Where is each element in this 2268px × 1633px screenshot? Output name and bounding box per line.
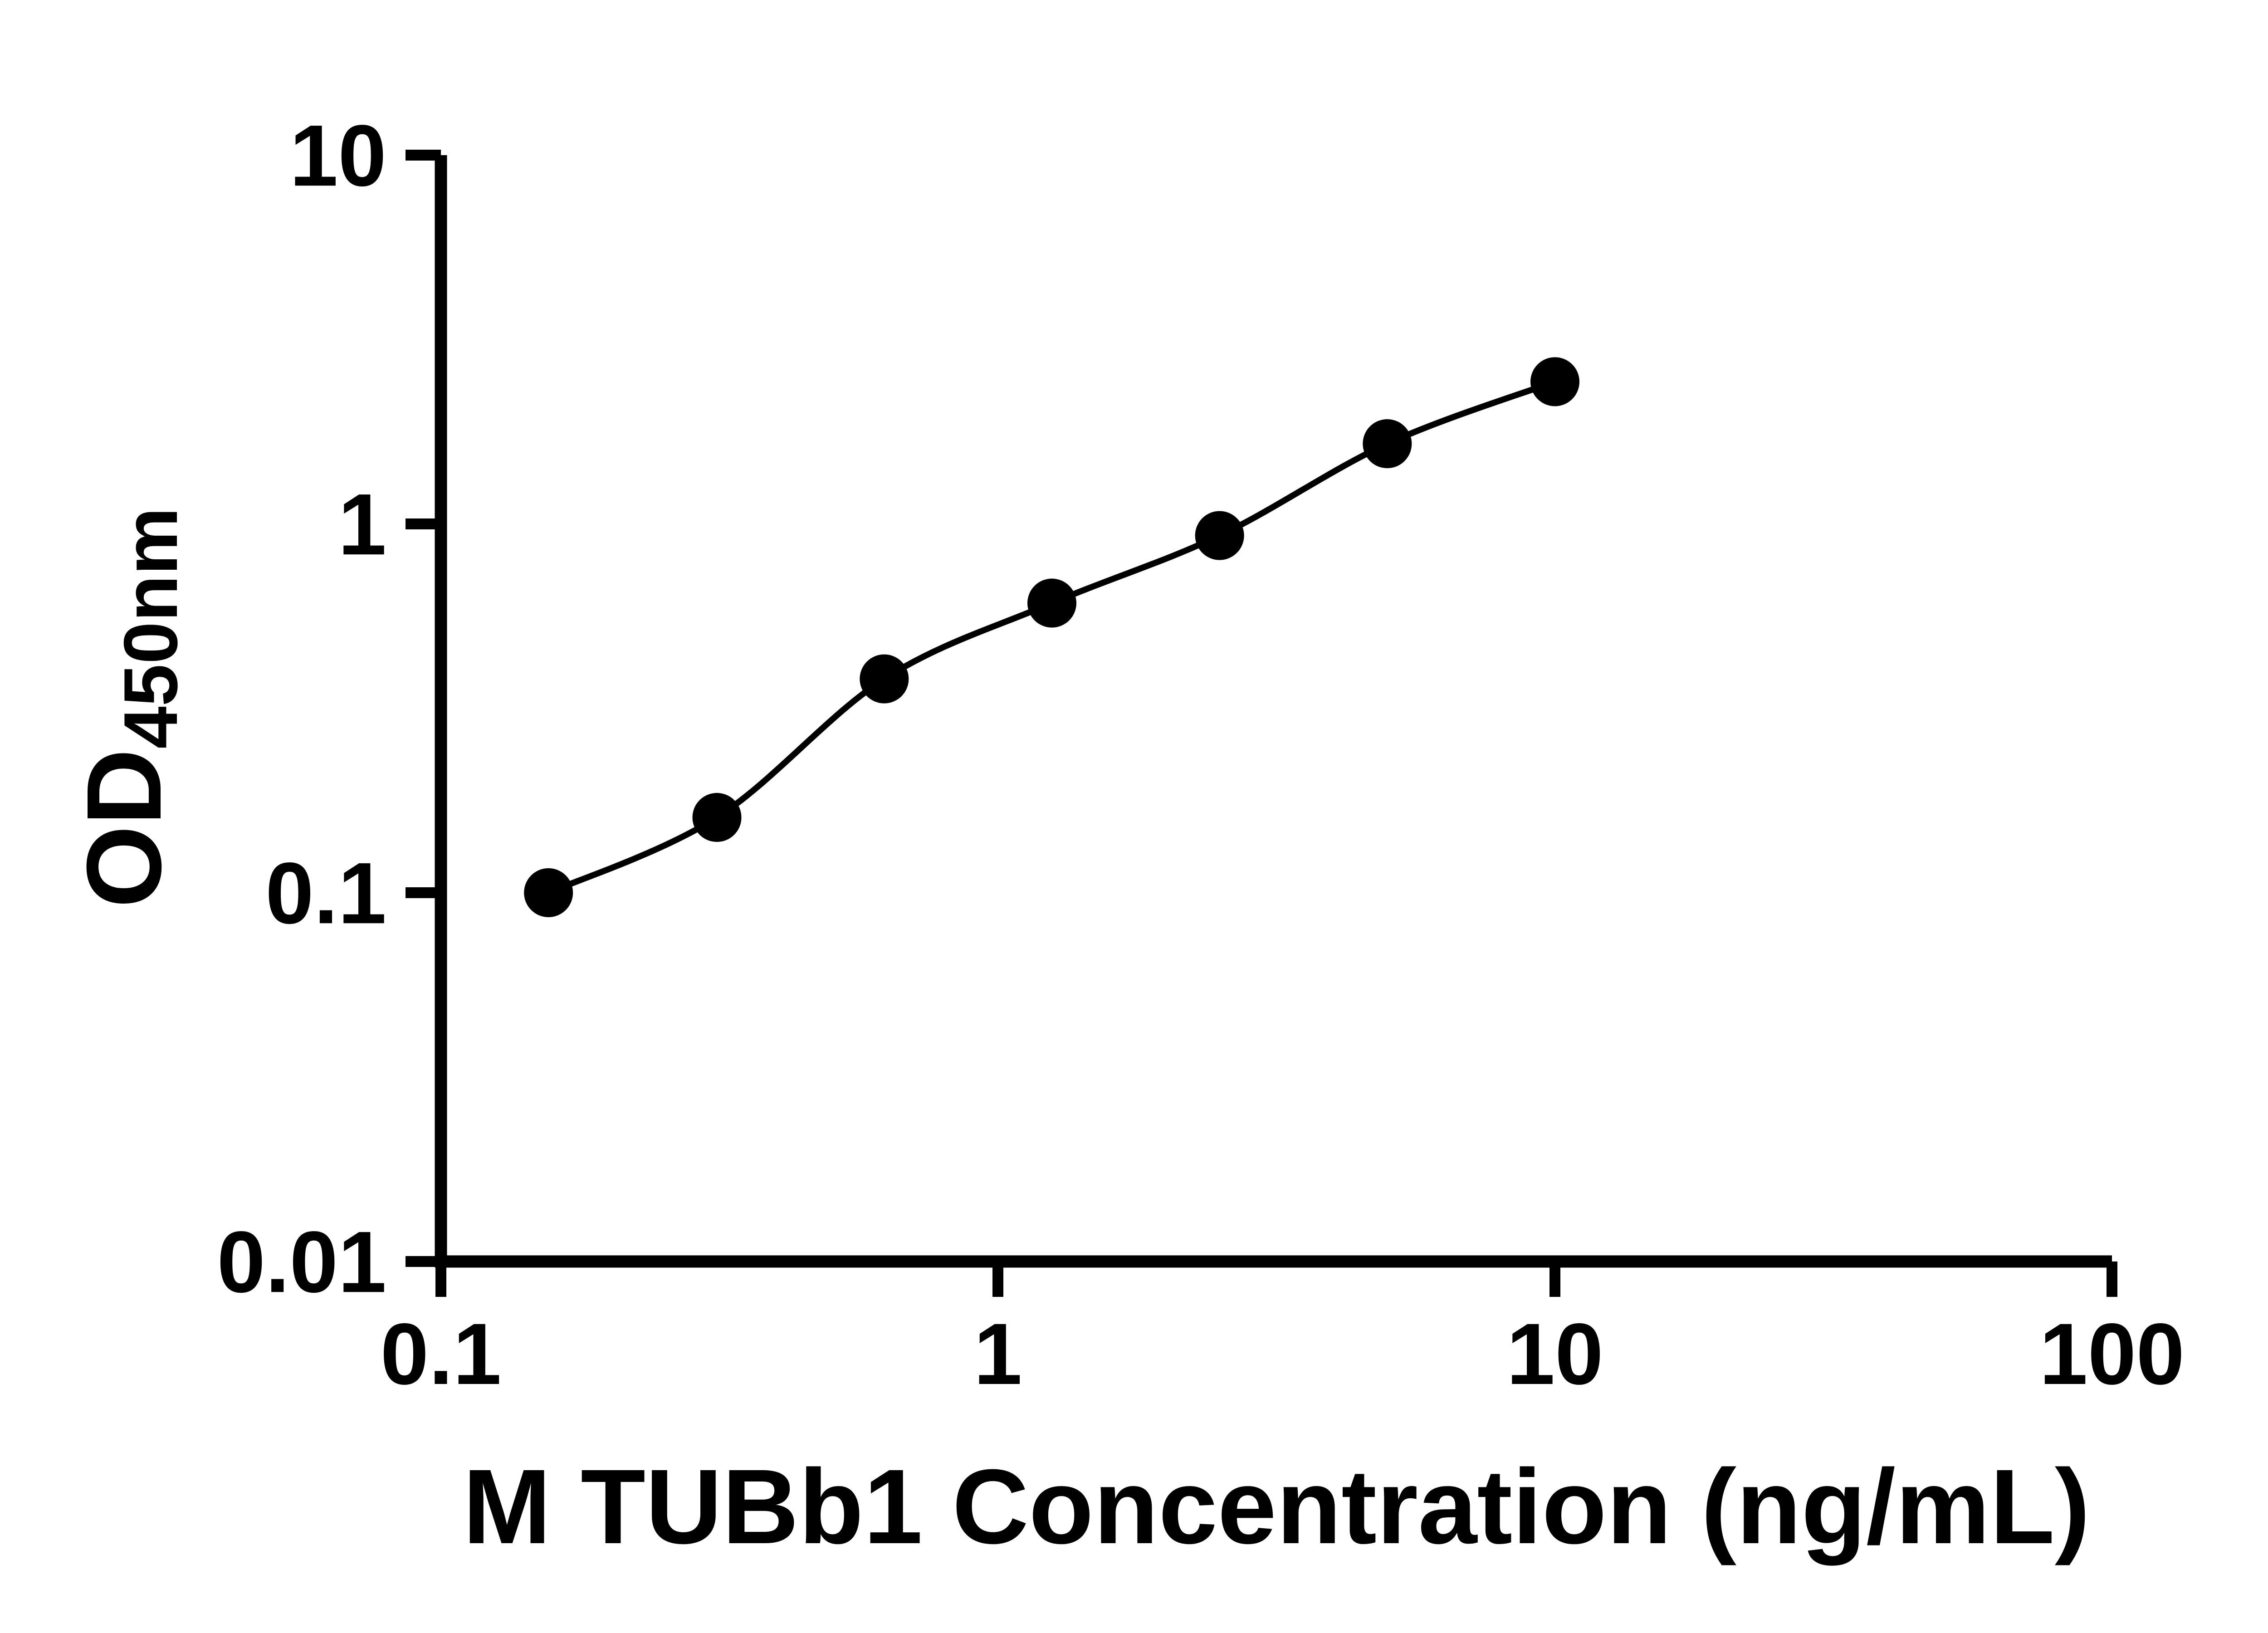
data-point (1363, 419, 1412, 469)
x-tick-label: 10 (1506, 1305, 1603, 1403)
data-point (1027, 578, 1077, 628)
x-tick-label: 100 (2039, 1305, 2185, 1403)
data-point (1195, 511, 1244, 560)
y-axis-title: OD450nm (64, 507, 193, 908)
data-point (1530, 357, 1579, 406)
y-tick-label: 0.1 (265, 844, 386, 942)
y-tick-label: 0.01 (217, 1213, 386, 1310)
y-tick-label: 1 (338, 475, 386, 573)
x-tick-label: 0.1 (381, 1305, 502, 1403)
data-point (524, 868, 573, 917)
x-tick-label: 1 (974, 1305, 1022, 1403)
y-tick-label: 10 (289, 107, 386, 204)
data-point (860, 654, 909, 704)
data-point (692, 793, 742, 842)
y-axis-title-sub: 450nm (108, 507, 193, 748)
x-axis-title: M TUBb1 Concentration (ng/mL) (463, 1447, 2090, 1566)
y-axis-title-main: OD (64, 749, 183, 908)
